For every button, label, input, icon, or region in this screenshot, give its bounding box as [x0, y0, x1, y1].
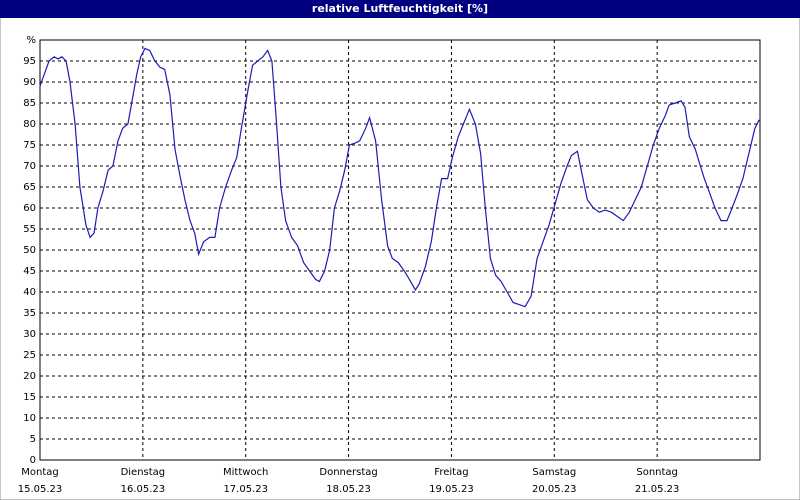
- x-tick-label: Montag: [21, 467, 58, 478]
- y-tick-label: 40: [23, 287, 36, 298]
- x-tick-label: Sonntag: [636, 467, 678, 478]
- title-bar: [0, 0, 800, 18]
- y-tick-label: 25: [23, 350, 36, 361]
- x-tick-label: Dienstag: [121, 467, 166, 478]
- y-tick-label: 70: [23, 161, 36, 172]
- y-tick-label: 10: [23, 413, 36, 424]
- y-tick-label: 20: [23, 371, 36, 382]
- data-line: [39, 47, 760, 308]
- y-tick-label: 95: [23, 56, 36, 67]
- chart-title: relative Luftfeuchtigkeit [%]: [312, 2, 488, 15]
- y-tick-label: 0: [30, 455, 36, 466]
- x-tick-label: Donnerstag: [319, 467, 377, 478]
- y-tick-label: 85: [23, 98, 36, 109]
- y-tick-label: 75: [23, 140, 36, 151]
- x-tick-date: 15.05.23: [18, 484, 63, 495]
- y-tick-label: 15: [23, 392, 36, 403]
- x-tick-date: 17.05.23: [223, 484, 268, 495]
- y-tick-label: 35: [23, 308, 36, 319]
- y-tick-label: 45: [23, 266, 36, 277]
- y-tick-label: 50: [23, 245, 36, 256]
- y-tick-label: 60: [23, 203, 36, 214]
- x-tick-date: 20.05.23: [532, 484, 577, 495]
- x-tick-date: 16.05.23: [121, 484, 166, 495]
- y-tick-label: 5: [30, 434, 36, 445]
- y-tick-label: 55: [23, 224, 36, 235]
- y-tick-label: 90: [23, 77, 36, 88]
- x-tick-date: 19.05.23: [429, 484, 474, 495]
- x-tick-label: Freitag: [434, 467, 468, 478]
- y-tick-label: 65: [23, 182, 36, 193]
- x-tick-label: Samstag: [532, 467, 576, 478]
- y-tick-label: %: [26, 35, 36, 46]
- y-tick-label: 30: [23, 329, 36, 340]
- y-tick-label: 80: [23, 119, 36, 130]
- x-tick-label: Mittwoch: [223, 467, 268, 478]
- x-tick-date: 21.05.23: [635, 484, 680, 495]
- x-tick-date: 18.05.23: [326, 484, 371, 495]
